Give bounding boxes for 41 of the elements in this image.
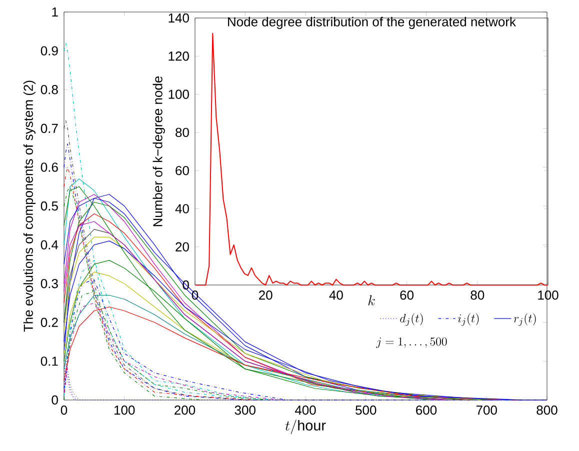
y-tick-label: 100 (168, 90, 189, 99)
y-tick-label: 0.9 (40, 46, 58, 56)
y-axis-title: Number of k−degree node (152, 76, 165, 226)
x-axis-title: $t/\mathrm{hour}$ (285, 420, 326, 434)
x-tick-label: 300 (234, 406, 256, 415)
y-tick-label: 140 (168, 13, 189, 23)
x-tick-label: 100 (114, 406, 135, 415)
x-tick-label: 60 (400, 290, 414, 300)
legend-label: $r_j(t)$ (514, 313, 536, 326)
y-tick-label: 120 (168, 52, 189, 61)
y-tick-label: 40 (175, 204, 189, 214)
y-tick-label: 80 (176, 128, 189, 138)
y-tick-label: 0.1 (40, 356, 58, 366)
x-tick-label: 20 (259, 290, 272, 300)
x-tick-label: 40 (329, 290, 343, 300)
y-tick-label: 0.3 (40, 278, 58, 288)
y-tick-label: 0.8 (40, 84, 58, 94)
x-tick-label: 80 (470, 290, 484, 300)
y-tick-label: 0.7 (40, 124, 58, 133)
chart-title: Node degree distribution of the generated network (228, 16, 516, 29)
y-tick-label: 0.2 (40, 318, 58, 327)
x-tick-label: 600 (416, 406, 437, 415)
y-tick-label: 0 (52, 395, 58, 405)
y-tick-label: 0.6 (40, 162, 58, 172)
y-tick-label: 1 (52, 8, 58, 16)
y-tick-label: 0.5 (40, 201, 58, 211)
legend-label: $i_j(t)$ (458, 313, 479, 326)
y-tick-label: 0.4 (40, 240, 58, 250)
x-tick-label: 100 (538, 290, 558, 300)
x-tick-label: 500 (356, 406, 376, 415)
x-tick-label: 0 (60, 406, 68, 415)
y-tick-label: 60 (176, 166, 189, 176)
x-tick-label: 800 (536, 406, 558, 415)
x-tick-label: 200 (174, 406, 196, 415)
x-tick-label: 700 (476, 406, 497, 415)
legend-label: $d_j(t)$ (400, 313, 423, 326)
annotation: $j=1,\ldots,500$ (376, 337, 447, 348)
y-axis-title: The evolutions of components of system (2) (23, 80, 36, 332)
x-tick-label: 400 (294, 406, 316, 415)
y-tick-label: 20 (176, 242, 189, 252)
x-axis-title: $k$ (368, 295, 375, 306)
